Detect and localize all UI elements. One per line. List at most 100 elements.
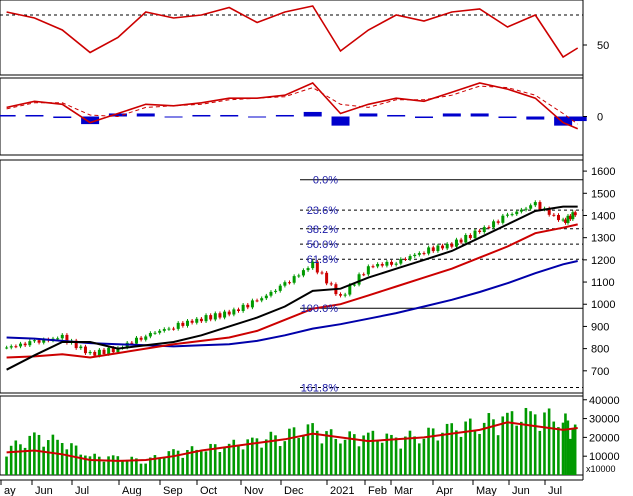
x-tick-label: May xyxy=(476,485,497,496)
price-tick-label-1300: 1300 xyxy=(591,233,615,245)
volume-bar xyxy=(283,441,287,475)
macd-histogram-bar xyxy=(136,113,155,117)
volume-bar xyxy=(37,434,41,475)
macd-histogram-bar xyxy=(303,111,322,117)
macd-histogram-bar xyxy=(53,116,72,119)
candle-body xyxy=(19,343,23,347)
volume-bar xyxy=(320,443,324,475)
candle-body xyxy=(501,215,505,223)
candle-body xyxy=(144,336,148,340)
macd-histogram-bar xyxy=(108,113,127,117)
candle-body xyxy=(130,342,134,344)
x-tick-label: Mar xyxy=(394,485,413,496)
candle-body xyxy=(111,347,115,353)
volume-bar xyxy=(23,447,27,475)
volume-bar xyxy=(557,427,560,475)
candle-body xyxy=(232,309,236,315)
volume-bar xyxy=(181,457,185,475)
volume-bar xyxy=(246,439,249,475)
volume-bar xyxy=(107,456,110,475)
moving-average-mid xyxy=(6,223,578,359)
candle-body xyxy=(427,247,431,254)
volume-tick-label-20000: 20000 xyxy=(589,432,620,444)
volume-bar xyxy=(28,435,32,475)
price-tick-label-1600: 1600 xyxy=(591,166,615,178)
candle-body xyxy=(9,346,13,348)
x-tick-label: Nov xyxy=(244,485,264,496)
fib-label: 23.6% xyxy=(307,205,338,217)
candle-body xyxy=(459,239,463,243)
candle-body xyxy=(255,300,259,302)
volume-bar xyxy=(139,463,143,475)
volume-tick-label-40000: 40000 xyxy=(589,395,620,407)
candle-body xyxy=(42,339,46,343)
volume-bar xyxy=(362,435,365,475)
candle-body xyxy=(172,328,176,330)
volume-bar xyxy=(237,444,240,475)
candle-body xyxy=(487,227,491,229)
macd-histogram-bar xyxy=(568,116,587,122)
volume-bar xyxy=(176,450,180,475)
macd-histogram-bar xyxy=(470,113,489,117)
volume-bar xyxy=(564,413,567,475)
volume-bar xyxy=(510,411,514,475)
macd-histogram-bar xyxy=(192,114,211,117)
macd-histogram-bar xyxy=(25,114,44,117)
candle-body xyxy=(366,266,370,275)
fib-label: 50.0% xyxy=(307,239,338,251)
candle-body xyxy=(431,247,435,252)
volume-bar xyxy=(353,434,356,475)
candle-body xyxy=(97,349,101,356)
volume-bar xyxy=(88,456,92,475)
volume-bar xyxy=(74,445,78,475)
candle-body xyxy=(223,311,227,318)
candle-body xyxy=(478,230,482,232)
volume-bar xyxy=(200,451,203,475)
candle-body xyxy=(153,332,157,334)
volume-bar xyxy=(529,411,532,475)
price-tick-label-1000: 1000 xyxy=(591,299,615,311)
candle-body xyxy=(301,270,305,276)
volume-bar xyxy=(459,436,463,475)
candle-body xyxy=(74,340,78,349)
candle-body xyxy=(413,254,417,257)
volume-bar xyxy=(232,439,236,475)
volume-bar xyxy=(218,452,222,475)
volume-bar xyxy=(130,456,134,475)
volume-bar xyxy=(144,463,147,475)
macd-histogram-bar xyxy=(526,116,545,120)
candle-body xyxy=(148,333,152,337)
moving-average-short xyxy=(6,205,578,371)
fib-label: 0.0% xyxy=(313,175,338,187)
candle-body xyxy=(561,219,565,221)
macd-tick-label-0: 0 xyxy=(597,112,603,124)
candle-body xyxy=(568,215,572,220)
volume-bar xyxy=(533,414,537,475)
candle-body xyxy=(264,295,268,299)
volume-bar xyxy=(70,443,73,475)
candle-body xyxy=(14,346,18,348)
volume-bar xyxy=(455,430,458,475)
volume-bar xyxy=(385,433,389,475)
volume-moving-average xyxy=(6,421,578,462)
candle-body xyxy=(552,214,556,216)
volume-bar xyxy=(56,439,59,475)
price-tick-label-1200: 1200 xyxy=(591,255,615,267)
volume-bar xyxy=(413,436,416,475)
volume-bar xyxy=(97,456,101,475)
volume-bar xyxy=(571,428,575,475)
candle-body xyxy=(315,261,319,273)
macd-histogram-bar xyxy=(442,113,461,117)
macd-signal-line xyxy=(6,85,578,125)
volume-bar xyxy=(343,439,347,475)
x-tick-label: ay xyxy=(4,485,16,496)
volume-bar xyxy=(306,424,310,475)
candle-body xyxy=(403,259,407,261)
candle-body xyxy=(102,349,106,355)
candle-body xyxy=(515,211,519,215)
x-tick-label: Aug xyxy=(122,485,142,496)
x-tick-label: 2021 xyxy=(330,485,354,496)
volume-bar xyxy=(436,440,440,475)
fib-label: 100.0% xyxy=(301,303,339,315)
volume-bar xyxy=(269,431,273,475)
